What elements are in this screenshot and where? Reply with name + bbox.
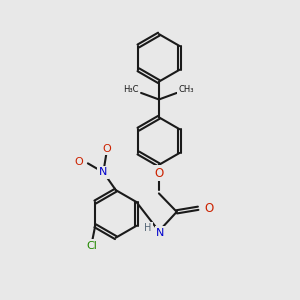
Text: N: N (156, 228, 165, 238)
Text: CH₃: CH₃ (178, 85, 194, 94)
Text: N: N (99, 167, 107, 177)
Text: H₃C: H₃C (123, 85, 138, 94)
Text: O: O (102, 143, 111, 154)
Text: O: O (75, 157, 83, 167)
Text: H: H (144, 223, 152, 233)
Text: O: O (154, 167, 164, 180)
Text: O: O (205, 202, 214, 215)
Text: Cl: Cl (87, 241, 98, 251)
